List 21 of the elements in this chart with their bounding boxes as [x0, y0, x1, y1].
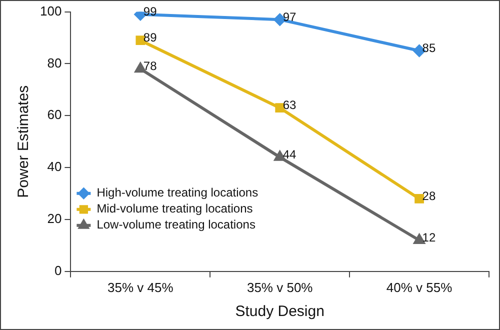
x-tick-label: 35% v 50% [246, 280, 314, 295]
x-axis-title: Study Design [235, 303, 324, 320]
legend-label: Mid-volume treating locations [96, 202, 253, 216]
x-tick-label: 40% v 55% [386, 280, 453, 295]
y-tick-label: 40 [47, 159, 62, 174]
data-label: 44 [282, 147, 297, 162]
legend-label: Low-volume treating locations [96, 218, 256, 232]
data-label: 85 [422, 41, 436, 56]
point [136, 36, 146, 46]
data-label: 97 [282, 10, 297, 24]
data-label: 12 [422, 230, 436, 245]
y-axis-title: Power Estimates [15, 85, 32, 198]
legend-label: High-volume treating locations [96, 186, 258, 200]
data-label: 78 [143, 59, 158, 74]
y-tick-label: 100 [40, 3, 62, 18]
y-tick-label: 60 [47, 107, 62, 122]
y-tick-label: 80 [47, 55, 62, 70]
point [275, 103, 285, 113]
y-tick-label: 20 [47, 211, 62, 226]
y-tick-label: 0 [54, 262, 62, 278]
x-tick-label: 35% v 45% [108, 280, 174, 295]
